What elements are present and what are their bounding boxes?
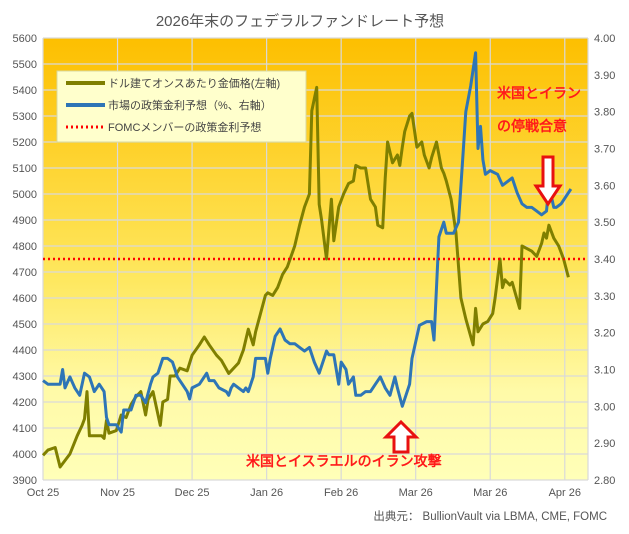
- legend-label-fomc: FOMCメンバーの政策金利予想: [108, 120, 261, 134]
- y-left-tick-label: 5100: [13, 163, 37, 175]
- y-left-tick-label: 4000: [13, 449, 37, 461]
- y-left-tick-label: 3900: [13, 475, 37, 487]
- y-left-tick-label: 4900: [13, 215, 37, 227]
- y-right-tick-label: 2.80: [594, 475, 615, 487]
- x-tick-label: Mar 26: [399, 487, 433, 499]
- series-layer: [41, 51, 588, 469]
- y-right-tick-label: 3.70: [594, 144, 615, 156]
- y-left-tick-label: 4200: [13, 397, 37, 409]
- y-right-tick-label: 3.90: [594, 70, 615, 82]
- y-left-tick-label: 4400: [13, 345, 37, 357]
- x-tick-label: Nov 25: [100, 487, 135, 499]
- y-left-tick-label: 4800: [13, 241, 37, 253]
- y-left-tick-label: 5500: [13, 59, 37, 71]
- arrow-up-icon: [382, 419, 420, 454]
- legend: ドル建てオンスあたり金価格(左軸) 市場の政策金利予想（%、右軸） FOMCメン…: [56, 70, 307, 143]
- y-right-tick-label: 3.10: [594, 365, 615, 377]
- x-tick-label: Feb 26: [324, 487, 358, 499]
- y-right-tick-label: 3.40: [594, 254, 615, 266]
- y-right-tick-label: 3.00: [594, 401, 615, 413]
- x-tick-label: Jan 26: [250, 487, 283, 499]
- annotation-ceasefire-line1: 米国とイラン: [497, 85, 581, 101]
- source-note: 出典元： BullionVault via LBMA, CME, FOMC: [373, 509, 607, 523]
- y-right-tick-label: 3.20: [594, 328, 615, 340]
- y-right-tick-label: 3.60: [594, 180, 615, 192]
- grid: [42, 37, 589, 481]
- x-axis: Oct 25 Nov 25 Dec 25 Jan 26 Feb 26 Mar 26 Mar …: [27, 487, 581, 499]
- y-right-tick-label: 3.50: [594, 217, 615, 229]
- y-left-tick-label: 4700: [13, 267, 37, 279]
- y-left-tick-label: 5600: [13, 33, 37, 45]
- y-right-tick-label: 3.30: [594, 291, 615, 303]
- x-tick-label: Mar 26: [473, 487, 507, 499]
- annotation-attack: 米国とイスラエルのイラン攻撃: [246, 453, 442, 469]
- series-line-1: [42, 51, 573, 434]
- legend-label-blue: 市場の政策金利予想（%、右軸）: [108, 98, 272, 112]
- annotation-ceasefire-line2: の停戦合意: [497, 118, 567, 134]
- chart-title: 2026年末のフェデラルファンドレート予想: [156, 12, 444, 30]
- arrow-down-icon: [533, 155, 563, 207]
- y-left-tick-label: 4600: [13, 293, 37, 305]
- x-tick-label: Apr 26: [549, 487, 581, 499]
- y-right-tick-label: 3.80: [594, 107, 615, 119]
- y-left-tick-label: 5300: [13, 111, 37, 123]
- y-left-tick-label: 4100: [13, 423, 37, 435]
- y-left-tick-label: 5000: [13, 189, 37, 201]
- y-left-tick-label: 5400: [13, 85, 37, 97]
- y-axis-right: 2.80 2.90 3.00 3.10 3.20 3.30 3.40 3.50 3.60 3.70…: [594, 33, 615, 487]
- y-axis-left: 3900 4000 4100 4200 4300 4400 4500 4600 4700 4800…: [13, 33, 37, 487]
- y-right-tick-label: 4.00: [594, 33, 615, 45]
- x-tick-label: Oct 25: [27, 487, 59, 499]
- legend-label-gold: ドル建てオンスあたり金価格(左軸): [108, 76, 280, 90]
- y-left-tick-label: 5200: [13, 137, 37, 149]
- y-left-tick-label: 4500: [13, 319, 37, 331]
- y-right-tick-label: 2.90: [594, 438, 615, 450]
- x-tick-label: Dec 25: [175, 487, 210, 499]
- y-left-tick-label: 4300: [13, 371, 37, 383]
